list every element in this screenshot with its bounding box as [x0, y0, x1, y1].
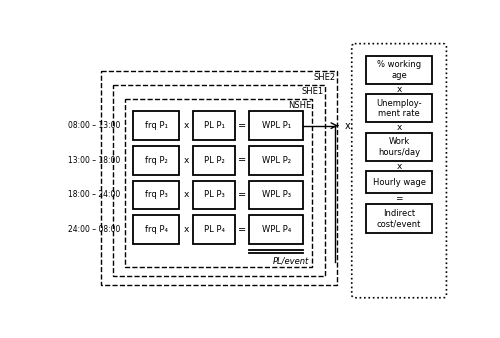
Bar — [133, 215, 180, 244]
Text: SHE1: SHE1 — [301, 87, 323, 96]
Text: x: x — [396, 84, 402, 94]
Text: PL P₃: PL P₃ — [204, 190, 225, 199]
Text: =: = — [396, 194, 403, 203]
Text: x: x — [184, 190, 189, 199]
Bar — [113, 85, 325, 276]
Text: WPL P₄: WPL P₄ — [262, 225, 291, 234]
Text: PL P₁: PL P₁ — [204, 121, 225, 130]
Text: PL/event: PL/event — [272, 256, 308, 265]
Bar — [366, 171, 432, 193]
Bar — [100, 71, 337, 285]
Text: x: x — [396, 123, 402, 132]
Text: WPL P₃: WPL P₃ — [262, 190, 291, 199]
Text: =: = — [238, 190, 246, 200]
Text: x: x — [184, 225, 189, 234]
Text: NSHE: NSHE — [288, 101, 311, 110]
Bar — [193, 181, 236, 209]
Text: 13:00 – 18:00: 13:00 – 18:00 — [68, 156, 120, 165]
Text: Hourly wage: Hourly wage — [372, 178, 426, 187]
Bar — [193, 215, 236, 244]
Bar — [250, 181, 303, 209]
Text: frq P₃: frq P₃ — [145, 190, 168, 199]
Text: 08:00 – 13:00: 08:00 – 13:00 — [68, 121, 120, 130]
Text: Unemploy-
ment rate: Unemploy- ment rate — [376, 99, 422, 118]
Bar — [193, 146, 236, 174]
Text: =: = — [238, 155, 246, 165]
Text: % working
age: % working age — [377, 60, 421, 79]
Text: 24:00 – 08:00: 24:00 – 08:00 — [68, 225, 120, 234]
Text: x: x — [184, 121, 189, 130]
Text: Work
hours/day: Work hours/day — [378, 137, 420, 156]
Bar — [133, 146, 180, 174]
Text: x: x — [184, 156, 189, 165]
Text: PL P₂: PL P₂ — [204, 156, 225, 165]
Bar — [366, 204, 432, 233]
Text: x: x — [344, 121, 350, 131]
Text: =: = — [238, 224, 246, 235]
Bar — [366, 133, 432, 161]
Bar — [193, 112, 236, 140]
Text: PL P₄: PL P₄ — [204, 225, 225, 234]
Text: Indirect
cost/event: Indirect cost/event — [377, 209, 422, 228]
Bar — [366, 94, 432, 122]
Text: =: = — [238, 121, 246, 131]
Text: SHE2: SHE2 — [314, 73, 336, 82]
Bar — [250, 146, 303, 174]
Bar — [366, 56, 432, 84]
Bar — [133, 181, 180, 209]
Text: frq P₁: frq P₁ — [144, 121, 168, 130]
Text: WPL P₁: WPL P₁ — [262, 121, 291, 130]
Bar — [133, 112, 180, 140]
Bar — [126, 99, 312, 267]
Text: x: x — [396, 162, 402, 171]
Text: 18:00 – 24:00: 18:00 – 24:00 — [68, 190, 120, 199]
Text: WPL P₂: WPL P₂ — [262, 156, 291, 165]
Text: frq P₄: frq P₄ — [144, 225, 168, 234]
Bar — [250, 215, 303, 244]
Text: frq P₂: frq P₂ — [145, 156, 168, 165]
Bar — [250, 112, 303, 140]
